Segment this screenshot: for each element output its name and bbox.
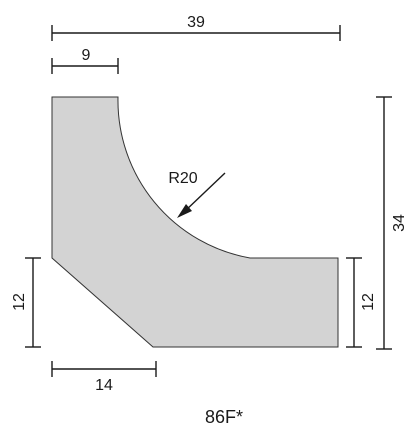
radius-arrow-line: [183, 172, 226, 213]
dimension-bottom-flat: 14: [51, 361, 157, 394]
top-flat-label: 9: [82, 47, 91, 64]
right-height-label: 12: [360, 293, 377, 311]
radius-label: R20: [168, 170, 197, 187]
bottom-flat-label: 14: [95, 377, 113, 394]
dimension-overall-height: 34: [376, 96, 408, 350]
dimension-top-flat: 9: [51, 47, 119, 74]
overall-height-label: 34: [391, 214, 408, 232]
moulding-profile-shape: [51, 96, 339, 348]
radius-arrowhead-icon: [177, 204, 192, 218]
radius-callout: R20: [168, 170, 226, 218]
overall-width-label: 39: [187, 14, 205, 31]
dimension-right-height: 12: [346, 257, 377, 348]
dimension-left-height: 12: [11, 257, 41, 348]
left-height-label: 12: [11, 293, 28, 311]
dimension-overall-width: 39: [51, 14, 341, 41]
profile-code-caption: 86F*: [205, 407, 243, 427]
